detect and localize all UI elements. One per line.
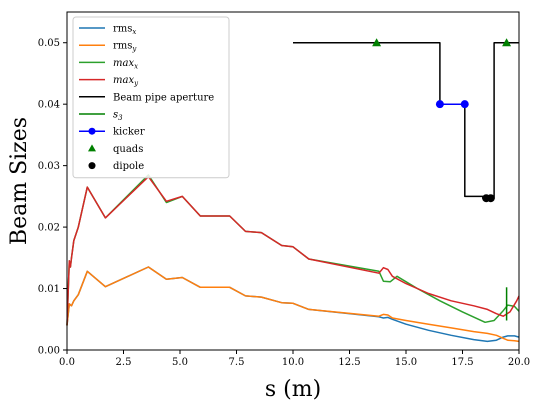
y-axis-label: Beam Sizes	[7, 117, 32, 245]
legend-swatch-marker	[88, 127, 96, 135]
x-tick-label-1: 2.5	[116, 357, 132, 368]
quads-marker-1	[502, 38, 512, 47]
x-tick-label-3: 7.5	[229, 357, 245, 368]
series-line-beam-pipe-aperture	[293, 41, 519, 199]
quads-marker-0	[372, 38, 382, 47]
kicker-marker-1	[460, 100, 469, 109]
legend-label: quads	[113, 144, 143, 155]
legend-item-kicker: kicker	[79, 127, 145, 138]
legend-item-max-x: maxx	[79, 58, 138, 71]
legend-label: s3	[113, 110, 123, 123]
legend-label: rmsy	[113, 41, 137, 54]
legend-label: Beam pipe aperture	[113, 92, 214, 103]
y-tick-label-3: 0.03	[38, 161, 60, 172]
x-tick-label-4: 10.0	[282, 357, 304, 368]
x-tick-label-5: 12.5	[338, 357, 360, 368]
y-tick-label-0: 0.00	[38, 346, 60, 357]
x-tick-label-7: 17.5	[451, 357, 473, 368]
kicker-marker-0	[435, 100, 444, 109]
y-tick-label-5: 0.05	[38, 38, 60, 49]
legend-item-dipole: dipole	[88, 161, 144, 172]
x-tick-label-8: 20.0	[508, 357, 530, 368]
legend-item-rms-y: rmsy	[79, 41, 137, 54]
legend-swatch-marker	[88, 144, 96, 152]
legend-swatch-marker	[88, 162, 96, 170]
series-line-max-y	[66, 175, 520, 326]
legend-item-beam-pipe-aperture: Beam pipe aperture	[79, 92, 214, 103]
x-tick-label-6: 15.0	[395, 357, 417, 368]
series-line-rms-y	[66, 266, 520, 343]
legend-label: maxx	[113, 58, 138, 71]
x-tick-label-0: 0.0	[59, 357, 75, 368]
tick-layer: 0.0 2.5 5.0 7.5 10.0 12.5 15.0 17.5 20.0 0.00 0.01…	[38, 38, 530, 368]
legend-item-max-y: maxy	[79, 75, 139, 88]
x-axis-label: s (m)	[265, 377, 321, 402]
legend-item-quads: quads	[88, 144, 143, 155]
y-tick-label-1: 0.01	[38, 284, 60, 295]
y-tick-label-2: 0.02	[38, 223, 60, 234]
dipole-marker-1	[486, 194, 495, 203]
legend-box	[72, 16, 230, 179]
legend-label: maxy	[113, 75, 139, 88]
x-tick-label-2: 5.0	[172, 357, 188, 368]
legend: rmsx rmsy maxx maxy Beam pipe aperture s3 kick…	[72, 16, 230, 179]
legend-label: kicker	[113, 127, 145, 138]
legend-label: dipole	[113, 161, 144, 172]
marker-layer	[372, 38, 512, 203]
series-layer	[66, 41, 520, 343]
y-tick-label-4: 0.04	[38, 100, 60, 111]
legend-item-s-3: s3	[79, 110, 123, 123]
series-line-rms-x	[66, 266, 520, 343]
legend-item-rms-x: rmsx	[79, 24, 136, 37]
legend-label: rmsx	[113, 24, 136, 37]
